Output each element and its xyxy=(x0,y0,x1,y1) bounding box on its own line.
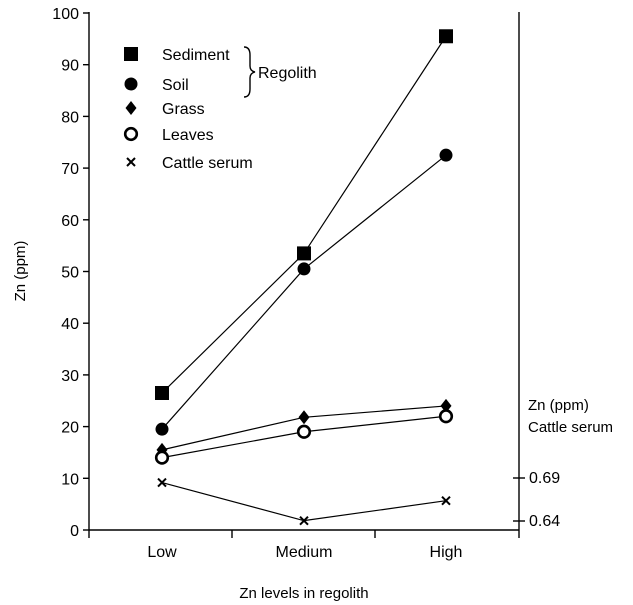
leaves-marker xyxy=(296,424,312,439)
leaves-marker xyxy=(438,409,454,424)
legend-leaves-label: Leaves xyxy=(162,127,214,144)
legend-sediment-label: Sediment xyxy=(162,47,230,64)
cattle-serum-marker xyxy=(441,495,451,506)
legend-sediment-icon xyxy=(124,47,138,61)
series-markers xyxy=(154,29,454,526)
x-tick-label: Medium xyxy=(276,544,333,561)
axis-labels: 0 10 20 30 40 50 60 70 80 90 100 Low Medium High 0.69 0… xyxy=(12,6,613,602)
sediment-marker xyxy=(439,29,453,44)
y-tick-label: 80 xyxy=(61,109,79,126)
cattle-serum-marker xyxy=(157,477,167,488)
x-tick-label: Low xyxy=(147,544,177,561)
y-tick-label: 0 xyxy=(70,523,79,540)
y-tick-label: 10 xyxy=(61,471,79,488)
x-mark-stroke xyxy=(441,495,451,506)
y-tick-label: 40 xyxy=(61,316,79,333)
y-tick-label: 60 xyxy=(61,213,79,230)
soil-marker xyxy=(439,148,453,162)
legend-soil-icon xyxy=(124,77,138,91)
right-axis-title: Zn (ppm) xyxy=(528,397,589,414)
right-tick-label: 0.64 xyxy=(529,513,560,530)
sediment-line xyxy=(161,35,447,394)
axes xyxy=(83,12,525,538)
legend-leaves-icon xyxy=(123,126,139,142)
right-tick-label: 0.69 xyxy=(529,470,560,487)
y-tick-label: 50 xyxy=(61,265,79,282)
y-axis-title: Zn (ppm) xyxy=(12,241,29,302)
soil-marker xyxy=(155,422,169,436)
y-tick-label: 100 xyxy=(52,6,79,23)
grass-marker xyxy=(298,410,310,425)
legend: Sediment Soil Grass Leaves Cattle serum Regol… xyxy=(123,46,317,172)
legend-group-label: Regolith xyxy=(258,65,317,82)
y-tick-label: 70 xyxy=(61,161,79,178)
x-mark-stroke xyxy=(126,157,136,167)
soil-line xyxy=(161,154,447,430)
soil-marker xyxy=(297,262,311,276)
x-axis-title: Zn levels in regolith xyxy=(239,585,368,602)
right-axis-subtitle: Cattle serum xyxy=(528,419,613,436)
sediment-marker xyxy=(155,385,169,400)
legend-cattle-serum-label: Cattle serum xyxy=(162,155,253,172)
legend-grass-label: Grass xyxy=(162,101,205,118)
x-tick-label: High xyxy=(430,544,463,561)
leaves-marker xyxy=(154,450,170,465)
grass-marker xyxy=(440,398,452,413)
x-mark-stroke xyxy=(299,515,309,526)
y-tick-label: 30 xyxy=(61,368,79,385)
legend-brace xyxy=(243,46,256,98)
y-tick-label: 20 xyxy=(61,420,79,437)
y-tick-label: 90 xyxy=(61,58,79,75)
legend-grass-icon xyxy=(125,101,137,115)
legend-cattle-serum-icon xyxy=(126,157,136,167)
cattle-serum-marker xyxy=(299,515,309,526)
sediment-marker xyxy=(297,246,311,261)
legend-soil-label: Soil xyxy=(162,77,189,94)
x-mark-stroke xyxy=(157,477,167,488)
cattle-serum-line xyxy=(161,481,447,522)
